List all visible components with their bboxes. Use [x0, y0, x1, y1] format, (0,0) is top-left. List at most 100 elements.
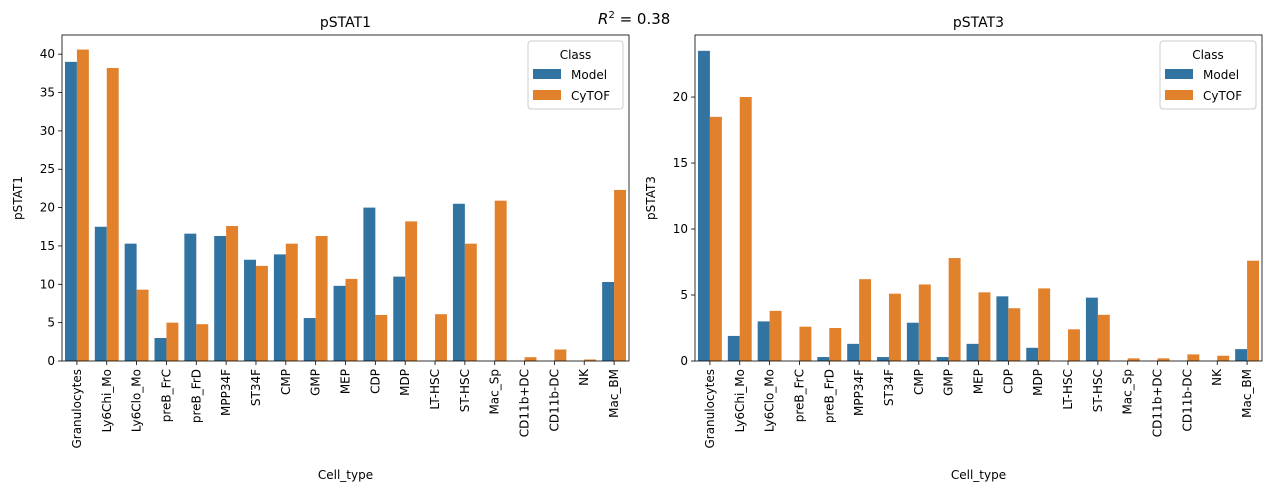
- bar-cytof-Mac_BM: [614, 189, 627, 361]
- y-tick-label: 15: [40, 239, 55, 253]
- x-tick-label: CD11b+DC: [1151, 369, 1165, 437]
- x-tick-label: Ly6Clo_Mo: [763, 369, 777, 432]
- bar-cytof-CD11b-DC: [554, 349, 567, 361]
- x-tick-label: GMP: [942, 369, 956, 396]
- bar-cytof-preB_FrC: [799, 326, 812, 361]
- bar-cytof-Mac_Sp: [1127, 358, 1140, 361]
- bar-cytof-MEP: [978, 292, 991, 361]
- bar-cytof-NK: [584, 359, 597, 361]
- x-tick-label: ST-HSC: [458, 369, 472, 412]
- x-tick-label: ST-HSC: [1091, 369, 1105, 412]
- y-tick-label: 5: [680, 288, 688, 302]
- x-tick-label: Ly6Clo_Mo: [130, 369, 144, 432]
- bar-cytof-Mac_BM: [1247, 260, 1260, 361]
- bar-model-Ly6Chi_Mo: [727, 335, 740, 361]
- legend-swatch-model: [1165, 69, 1193, 79]
- x-tick-label: preB_FrC: [159, 369, 173, 422]
- x-tick-label: CD11b-DC: [1180, 369, 1194, 431]
- bar-cytof-Ly6Chi_Mo: [106, 67, 119, 362]
- bar-model-MPP34F: [214, 235, 227, 361]
- x-tick-label: MPP34F: [219, 369, 233, 416]
- x-tick-label: CDP: [368, 369, 382, 394]
- bar-cytof-MDP: [1038, 288, 1051, 361]
- legend-label-model: Model: [1203, 68, 1239, 82]
- x-tick-label: ST34F: [249, 369, 263, 406]
- bar-model-ST-HSC: [1085, 297, 1098, 361]
- bar-cytof-ST34F: [255, 265, 268, 361]
- x-tick-label: MDP: [398, 369, 412, 396]
- y-tick-label: 15: [673, 156, 688, 170]
- bar-model-MEP: [966, 343, 979, 361]
- y-axis-title: pSTAT3: [644, 176, 658, 220]
- bar-cytof-Granulocytes: [76, 49, 89, 361]
- bar-model-Granulocytes: [64, 61, 77, 362]
- x-tick-label: CD11b+DC: [518, 369, 532, 437]
- bar-model-MPP34F: [847, 343, 860, 361]
- bar-cytof-ST34F: [888, 293, 901, 361]
- x-tick-label: CMP: [912, 369, 926, 395]
- x-tick-label: Granulocytes: [703, 369, 717, 449]
- bar-cytof-GMP: [948, 258, 961, 361]
- y-tick-label: 35: [40, 86, 55, 100]
- x-tick-label: NK: [577, 368, 591, 386]
- bar-cytof-Granulocytes: [709, 116, 722, 361]
- x-axis-title: Cell_type: [318, 468, 373, 482]
- x-tick-label: CDP: [1001, 369, 1015, 394]
- r2-value: 0.38: [636, 10, 671, 28]
- bar-model-Mac_BM: [602, 281, 615, 361]
- x-tick-label: preB_FrC: [792, 369, 806, 422]
- bar-cytof-MPP34F: [226, 225, 239, 361]
- bar-cytof-CMP: [918, 284, 931, 361]
- bar-cytof-CD11b+DC: [524, 357, 537, 361]
- x-tick-label: MDP: [1031, 369, 1045, 396]
- bar-cytof-Ly6Clo_Mo: [769, 310, 782, 361]
- bar-model-preB_FrC: [154, 337, 167, 361]
- chart-title: pSTAT1: [320, 15, 371, 31]
- bar-cytof-ST-HSC: [1097, 314, 1110, 361]
- bar-model-preB_FrD: [184, 233, 197, 361]
- bar-cytof-MDP: [405, 221, 418, 361]
- bar-cytof-preB_FrC: [166, 322, 179, 361]
- bar-model-Ly6Clo_Mo: [757, 321, 770, 361]
- x-tick-label: GMP: [309, 369, 323, 396]
- bar-cytof-Ly6Clo_Mo: [136, 289, 149, 361]
- bar-cytof-preB_FrD: [829, 328, 842, 361]
- bar-cytof-ST-HSC: [464, 243, 477, 361]
- bar-cytof-LT-HSC: [435, 314, 447, 361]
- legend-swatch-cytof: [1165, 90, 1193, 100]
- bar-model-CDP: [363, 207, 376, 361]
- bar-cytof-CD11b+DC: [1157, 358, 1170, 361]
- legend-label-cytof: CyTOF: [1203, 89, 1242, 103]
- x-axis-title: Cell_type: [951, 468, 1006, 482]
- bar-model-CMP: [273, 254, 286, 361]
- bar-cytof-CDP: [375, 314, 388, 361]
- bar-cytof-GMP: [315, 235, 328, 361]
- bar-cytof-Ly6Chi_Mo: [739, 97, 752, 362]
- x-tick-label: preB_FrD: [189, 369, 203, 423]
- legend: Class Model CyTOF: [1159, 40, 1257, 110]
- bar-cytof-CDP: [1008, 308, 1021, 361]
- legend-swatch-model: [533, 69, 561, 79]
- y-tick-label: 20: [40, 201, 55, 215]
- bar-model-MDP: [1026, 347, 1039, 361]
- x-tick-label: CD11b-DC: [547, 369, 561, 431]
- x-tick-label: Mac_Sp: [1121, 369, 1135, 415]
- chart-title: pSTAT3: [953, 15, 1004, 31]
- legend-label-model: Model: [571, 68, 607, 82]
- y-tick-label: 25: [40, 162, 55, 176]
- bar-model-ST34F: [877, 357, 889, 361]
- chart-panel-2: 0 5 10 15 20 Granulocytes Ly6Chi_Mo Ly6Clo_Mo pr…: [644, 15, 1263, 482]
- bar-cytof-MEP: [345, 278, 358, 361]
- bar-model-Ly6Chi_Mo: [94, 226, 107, 361]
- bar-cytof-NK: [1217, 355, 1230, 361]
- x-tick-label: MPP34F: [852, 369, 866, 416]
- bar-model-CDP: [996, 296, 1009, 361]
- r2-annotation: R2 = 0.38: [598, 10, 671, 28]
- bar-model-MEP: [333, 285, 346, 361]
- bar-cytof-CD11b-DC: [1187, 354, 1200, 361]
- x-tick-label: Ly6Chi_Mo: [100, 369, 114, 432]
- bar-model-GMP: [936, 357, 949, 361]
- y-axis-title: pSTAT1: [11, 176, 25, 220]
- x-tick-label: Granulocytes: [70, 369, 84, 449]
